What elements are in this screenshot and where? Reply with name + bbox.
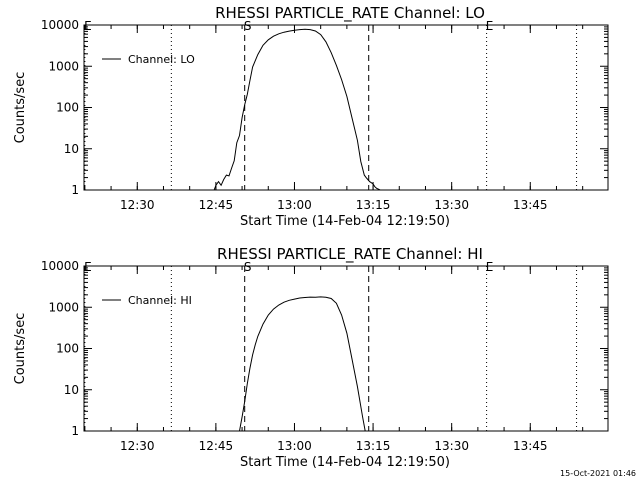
y-tick-label: 10: [64, 383, 79, 397]
chart-title: RHESSI PARTICLE_RATE Channel: HI: [217, 245, 483, 264]
x-tick-label: 13:00: [277, 439, 312, 453]
x-tick-label: 13:45: [513, 439, 548, 453]
x-tick-label: 13:15: [356, 439, 391, 453]
x-tick-label: 13:45: [513, 198, 548, 212]
y-tick-label: 1000: [48, 300, 79, 314]
plot-frame: [83, 265, 609, 432]
x-tick-label: 13:15: [356, 198, 391, 212]
x-tick-label: 12:45: [199, 198, 234, 212]
series-line-lo: [213, 28, 381, 191]
x-axis-label: Start Time (14-Feb-04 12:19:50): [240, 455, 450, 470]
x-tick-label: 12:45: [199, 439, 234, 453]
y-tick-label: 100: [56, 101, 79, 115]
x-tick-label: 13:30: [434, 198, 469, 212]
y-tick-label: 10000: [41, 18, 79, 32]
x-tick-label: 12:30: [120, 198, 155, 212]
chart-panel-lo: RHESSI PARTICLE_RATE Channel: LO Counts/s…: [13, 4, 609, 229]
marker-e-label: E: [486, 19, 494, 33]
y-tick-label: 100: [56, 342, 79, 356]
y-axis-label: Counts/sec: [13, 72, 28, 144]
marker-s-label: S: [244, 19, 252, 33]
chart-title: RHESSI PARTICLE_RATE Channel: LO: [215, 4, 485, 23]
marker-e-label: E: [84, 260, 92, 274]
legend-label: Channel: HI: [128, 294, 192, 307]
legend-label: Channel: LO: [128, 53, 195, 66]
y-tick-label: 10: [64, 142, 79, 156]
x-tick-label: 13:00: [277, 198, 312, 212]
footer-timestamp: 15-Oct-2021 01:46: [560, 469, 636, 478]
plot-frame: [83, 24, 609, 191]
x-tick-label: 13:30: [434, 439, 469, 453]
y-tick-label: 1: [71, 424, 79, 438]
chart-panel-hi: RHESSI PARTICLE_RATE Channel: HI Counts/s…: [13, 245, 609, 470]
x-tick-label: 12:30: [120, 439, 155, 453]
marker-e-label: E: [84, 19, 92, 33]
y-tick-label: 1: [71, 183, 79, 197]
series-line-hi: [239, 296, 366, 432]
y-tick-label: 10000: [41, 259, 79, 273]
marker-e-label: E: [486, 260, 494, 274]
y-axis-label: Counts/sec: [13, 313, 28, 385]
marker-s-label: S: [244, 260, 252, 274]
y-tick-label: 1000: [48, 59, 79, 73]
x-axis-label: Start Time (14-Feb-04 12:19:50): [240, 214, 450, 229]
